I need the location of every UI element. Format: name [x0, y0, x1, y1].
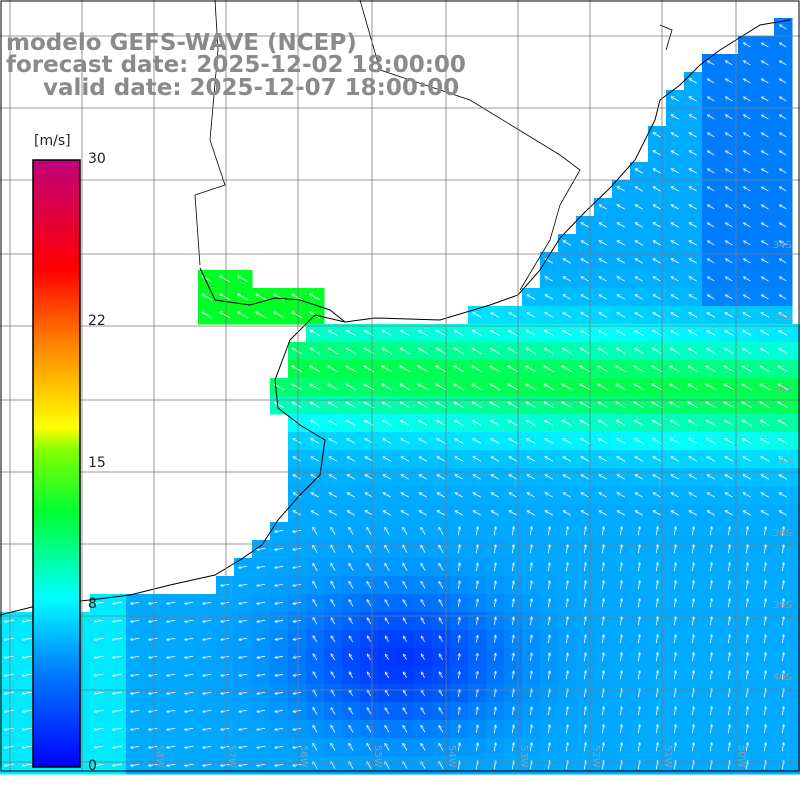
ocean-cell [792, 666, 800, 685]
ocean-cell [792, 756, 800, 775]
ocean-cell [792, 576, 800, 595]
lat-label: 35S [773, 312, 792, 323]
ocean-cell [792, 432, 800, 451]
lon-label: 53W [518, 745, 529, 768]
colorbar-tick-label: 30 [88, 151, 106, 167]
lat-label: 40S [773, 672, 792, 683]
ocean-cell [792, 738, 800, 757]
wind-arrow [762, 61, 769, 66]
ocean-cell [792, 612, 800, 631]
wind-arrow [744, 61, 751, 66]
ocean-cell [792, 702, 800, 721]
wind-arrow [708, 61, 715, 66]
ocean-cell [792, 450, 800, 469]
lon-label: 51W [662, 745, 673, 768]
ocean-cell [792, 720, 800, 739]
wind-arrow [780, 61, 787, 66]
ocean-cell [792, 360, 800, 379]
lon-label: 57W [226, 745, 237, 768]
wind-arrow [762, 43, 769, 48]
colorbar-tick-label: 22 [88, 312, 106, 329]
lon-label: 52W [590, 745, 601, 768]
ocean-cell [792, 630, 800, 649]
title-forecast-date: forecast date: 2025-12-02 18:00:00 [6, 52, 466, 78]
ocean-cell [792, 378, 800, 397]
colorbar-unit: [m/s] [34, 133, 71, 149]
lat-label: 34S [773, 240, 792, 251]
lat-label: 39S [773, 600, 792, 611]
ocean-cell [792, 468, 800, 487]
lon-label: 54W [446, 745, 457, 768]
wind-arrow [726, 61, 733, 66]
ocean-cell [792, 540, 800, 559]
ocean-cell [792, 396, 800, 415]
title-valid-date: valid date: 2025-12-07 18:00:00 [43, 75, 460, 101]
wind-arrow [780, 25, 787, 30]
colorbar-tick-label: 0 [88, 758, 97, 774]
ocean-cell [792, 594, 800, 613]
ocean-cell [792, 684, 800, 703]
ocean-cell [792, 522, 800, 541]
colorbar-tick-label: 15 [88, 454, 106, 471]
wind-vectors [4, 25, 789, 770]
colorbar [32, 159, 81, 768]
lat-label: 37S [773, 456, 792, 467]
wind-arrow [780, 43, 787, 48]
ocean-cell [792, 414, 800, 433]
wind-arrow [744, 43, 751, 48]
ocean-cell [792, 324, 800, 343]
ocean-cell [792, 558, 800, 577]
lon-label: 55W [372, 745, 383, 768]
lon-label: 50W [736, 745, 747, 768]
lat-label: 38S [773, 528, 792, 539]
ocean-cell [792, 342, 800, 361]
ocean-cell [792, 486, 800, 505]
colorbar-tick-label: 8 [88, 596, 97, 613]
lon-label: 56W [298, 745, 309, 768]
ocean-cell [792, 648, 800, 667]
ocean-cell [792, 504, 800, 523]
lat-label: 36S [773, 384, 792, 395]
lon-label: 58W [154, 745, 165, 768]
